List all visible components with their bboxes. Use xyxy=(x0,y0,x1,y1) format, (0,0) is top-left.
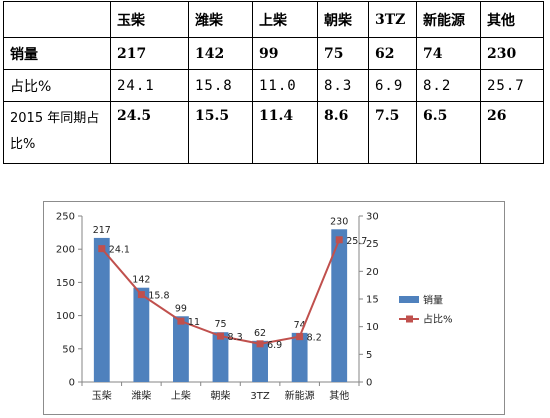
y-right-tick-label: 25 xyxy=(366,239,379,250)
chart-canvas: 0 50 100 150 200 250 0 5 10 15 20 25 30 玉柴 潍柴 上柴 朝柴 3TZ 新能… xyxy=(56,212,453,403)
header-cell: 朝柴 xyxy=(317,1,369,38)
table-row-share: 占比% 24.1 15.8 11.0 8.3 6.9 8.2 25.7 xyxy=(3,69,544,102)
line-data-label: 25.7 xyxy=(346,236,367,247)
table-cell: 6.9 xyxy=(368,69,417,102)
y-left-tick-label: 200 xyxy=(56,245,75,256)
table-header-row: 玉柴 潍柴 上柴 朝柴 3TZ 新能源 其他 xyxy=(3,1,544,38)
table-cell: 24.5 xyxy=(110,101,189,164)
header-cell: 玉柴 xyxy=(110,1,189,38)
table-cell: 26 xyxy=(480,101,544,164)
header-cell-empty xyxy=(3,1,111,38)
header-cell: 上柴 xyxy=(252,1,318,38)
bar-data-label: 142 xyxy=(132,275,150,286)
legend-bar-swatch xyxy=(399,296,419,303)
x-tick-label: 潍柴 xyxy=(131,389,151,402)
row-label: 占比% xyxy=(3,69,111,102)
table-cell: 11.4 xyxy=(252,101,318,164)
table-cell: 99 xyxy=(252,37,318,70)
row-label: 销量 xyxy=(3,37,111,70)
x-tick-label: 其他 xyxy=(329,389,349,402)
line-point xyxy=(98,245,106,253)
line-point xyxy=(217,332,224,340)
table-cell: 15.5 xyxy=(188,101,253,164)
line-data-label: 6.9 xyxy=(267,340,282,351)
y-right-tick-label: 5 xyxy=(366,350,372,361)
bar-data-label: 74 xyxy=(294,320,306,331)
y-left-tick-label: 0 xyxy=(69,378,75,389)
y-left-tick-label: 50 xyxy=(62,344,75,355)
y-right-tick-label: 20 xyxy=(366,267,379,278)
bar xyxy=(291,332,308,382)
x-tick-label: 3TZ xyxy=(250,391,269,402)
legend-line-marker xyxy=(406,315,413,323)
line-point xyxy=(137,291,145,299)
header-cell: 潍柴 xyxy=(188,1,253,38)
legend-bar-label: 销量 xyxy=(423,294,443,307)
header-cell: 其他 xyxy=(480,1,544,38)
table-cell: 15.8 xyxy=(188,69,253,102)
bar xyxy=(93,237,110,382)
table-cell: 142 xyxy=(188,37,253,70)
legend-line-label: 占比% xyxy=(423,313,453,326)
bar-data-label: 99 xyxy=(175,303,187,314)
y-right-tick-label: 0 xyxy=(366,378,372,389)
table-cell: 25.7 xyxy=(480,69,544,102)
table-row-prior-year-share: 2015 年同期占比% 24.5 15.5 11.4 8.6 7.5 6.5 2… xyxy=(3,101,544,164)
y-left-tick-label: 100 xyxy=(56,311,75,322)
table-cell: 217 xyxy=(110,37,189,70)
combo-chart: 0 50 100 150 200 250 0 5 10 15 20 25 30 玉柴 潍柴 上柴 朝柴 3TZ 新能… xyxy=(43,201,505,415)
line-point xyxy=(335,236,343,244)
bar-data-label: 62 xyxy=(254,328,266,339)
bar-data-label: 217 xyxy=(93,225,111,236)
table-row-sales: 销量 217 142 99 75 62 74 230 xyxy=(3,37,544,70)
table-cell: 8.2 xyxy=(416,69,481,102)
bar xyxy=(212,332,229,382)
y-left-tick-label: 150 xyxy=(56,278,75,289)
table-cell: 74 xyxy=(416,37,481,70)
bar xyxy=(173,316,189,382)
table-cell: 230 xyxy=(480,37,544,70)
bar-data-label: 75 xyxy=(214,319,226,330)
line-point xyxy=(296,333,304,341)
table-cell: 75 xyxy=(317,37,369,70)
bar xyxy=(133,287,150,382)
header-cell: 新能源 xyxy=(416,1,481,38)
line-data-label: 8.2 xyxy=(307,333,322,344)
table-cell: 8.3 xyxy=(317,69,369,102)
table-cell: 7.5 xyxy=(368,101,417,164)
table-cell: 8.6 xyxy=(317,101,369,164)
x-tick-label: 朝柴 xyxy=(211,389,231,402)
line-data-label: 8.3 xyxy=(228,332,243,343)
y-right-tick-label: 10 xyxy=(366,322,379,333)
table-cell: 11.0 xyxy=(252,69,318,102)
bar-data-label: 230 xyxy=(330,216,348,227)
table-cell: 62 xyxy=(368,37,417,70)
line-point xyxy=(256,340,264,348)
line-data-label: 11 xyxy=(188,317,200,328)
x-tick-label: 新能源 xyxy=(285,389,315,402)
y-right-tick-label: 15 xyxy=(366,295,379,306)
table-cell: 6.5 xyxy=(416,101,481,164)
sales-table: 玉柴 潍柴 上柴 朝柴 3TZ 新能源 其他 销量 217 142 99 75 … xyxy=(3,1,544,164)
row-label: 2015 年同期占比% xyxy=(3,101,111,164)
line-point xyxy=(177,317,185,325)
line-data-label: 15.8 xyxy=(148,291,169,302)
bar xyxy=(252,340,268,382)
table-cell: 24.1 xyxy=(110,69,189,102)
header-cell: 3TZ xyxy=(368,1,417,38)
x-tick-label: 玉柴 xyxy=(92,389,112,402)
y-right-tick-label: 30 xyxy=(366,212,379,223)
bar xyxy=(331,229,348,382)
y-left-tick-label: 250 xyxy=(56,212,75,223)
x-tick-label: 上柴 xyxy=(171,389,191,402)
line-data-label: 24.1 xyxy=(109,245,130,256)
